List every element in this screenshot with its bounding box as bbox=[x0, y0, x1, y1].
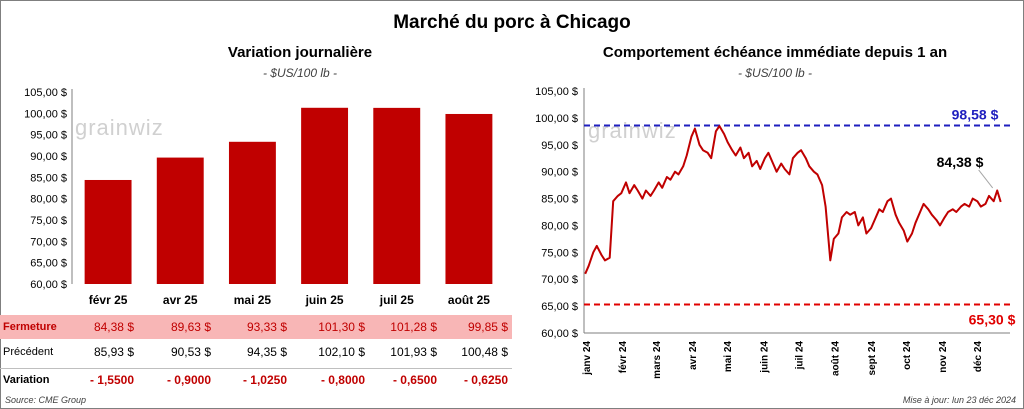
x-tick-label: mars 24 bbox=[652, 341, 663, 379]
table-cell: 101,30 $ bbox=[318, 320, 365, 334]
table-cell: 93,33 $ bbox=[246, 320, 287, 334]
bar-chart: 60,00 $ 65,00 $ 70,00 $ 75,00 $ 80,00 $ 85,00… bbox=[24, 87, 493, 307]
watermark-right: grainwiz bbox=[588, 118, 677, 143]
x-tick-label: mai 24 bbox=[723, 341, 734, 373]
x-tick-label: nov 24 bbox=[938, 341, 949, 373]
y-tick-label: 75,00 $ bbox=[30, 215, 67, 227]
bar bbox=[301, 107, 349, 284]
x-tick-label: févr 24 bbox=[618, 341, 629, 374]
bar bbox=[84, 179, 132, 284]
y-tick-label: 85,00 $ bbox=[541, 194, 578, 206]
y-tick-label: 75,00 $ bbox=[541, 247, 578, 259]
row-label-fermeture: Fermeture bbox=[3, 321, 57, 333]
x-tick-label: juin 25 bbox=[305, 293, 344, 307]
bar bbox=[156, 157, 204, 284]
y-tick-label: 60,00 $ bbox=[30, 279, 67, 291]
y-tick-label: 70,00 $ bbox=[30, 236, 67, 248]
table-cell: 90,53 $ bbox=[170, 345, 211, 359]
source-note: Source: CME Group bbox=[5, 395, 87, 405]
x-tick-label: juil 25 bbox=[379, 293, 414, 307]
update-note: Mise à jour: lun 23 déc 2024 bbox=[902, 395, 1016, 405]
table-cell: 85,93 $ bbox=[93, 345, 134, 359]
line-chart-title: Comportement échéance immédiate depuis 1… bbox=[602, 44, 948, 61]
page-title: Marché du porc à Chicago bbox=[393, 12, 631, 33]
y-tick-label: 65,00 $ bbox=[30, 258, 67, 270]
y-tick-label: 105,00 $ bbox=[535, 86, 578, 98]
y-tick-label: 80,00 $ bbox=[541, 220, 578, 232]
table-cell: 102,10 $ bbox=[318, 345, 365, 359]
table-cell: 84,38 $ bbox=[93, 320, 134, 334]
x-tick-label: juin 24 bbox=[759, 341, 770, 374]
x-tick-label: oct 24 bbox=[902, 341, 913, 370]
table-cell: 100,48 $ bbox=[461, 345, 508, 359]
table-cell: - 1,0250 bbox=[242, 373, 287, 387]
bar-chart-subtitle: - $US/100 lb - bbox=[262, 66, 338, 80]
y-tick-label: 100,00 $ bbox=[535, 113, 578, 125]
y-tick-label: 95,00 $ bbox=[541, 140, 578, 152]
price-series-line bbox=[584, 125, 1002, 275]
x-tick-label: juil 24 bbox=[794, 341, 805, 371]
table-cell: - 0,8000 bbox=[320, 373, 365, 387]
table-cell: 101,93 $ bbox=[390, 345, 437, 359]
table-cell: - 0,9000 bbox=[166, 373, 211, 387]
y-tick-label: 85,00 $ bbox=[30, 172, 67, 184]
table-cell: 101,28 $ bbox=[390, 320, 437, 334]
x-tick-label: mai 25 bbox=[234, 293, 272, 307]
watermark-left: grainwiz bbox=[75, 115, 164, 140]
x-tick-label: avr 25 bbox=[163, 293, 198, 307]
x-tick-label: sept 24 bbox=[867, 341, 878, 376]
table-row-precedent: Précédent 85,93 $ 90,53 $ 94,35 $ 102,10… bbox=[0, 340, 512, 364]
table-cell: - 0,6500 bbox=[392, 373, 437, 387]
line-chart-subtitle: - $US/100 lb - bbox=[737, 66, 813, 80]
y-tick-label: 90,00 $ bbox=[541, 167, 578, 179]
x-tick-label: avr 24 bbox=[688, 341, 699, 370]
row-label-variation: Variation bbox=[3, 374, 50, 386]
x-tick-label: août 24 bbox=[831, 341, 842, 376]
last-value-label: 84,38 $ bbox=[937, 154, 984, 170]
table-cell: 94,35 $ bbox=[246, 345, 287, 359]
bar bbox=[445, 113, 493, 285]
row-label-precedent: Précédent bbox=[3, 346, 54, 358]
high-label: 98,58 $ bbox=[952, 107, 999, 123]
x-tick-label: déc 24 bbox=[973, 341, 984, 373]
x-tick-label: févr 25 bbox=[89, 293, 128, 307]
table-cell: - 1,5500 bbox=[89, 373, 134, 387]
x-tick-label: janv 24 bbox=[582, 341, 593, 376]
x-tick-label: août 25 bbox=[448, 293, 490, 307]
table-cell: 99,85 $ bbox=[467, 320, 508, 334]
table-divider bbox=[0, 368, 512, 369]
y-tick-label: 95,00 $ bbox=[30, 130, 67, 142]
y-tick-label: 80,00 $ bbox=[30, 194, 67, 206]
bar bbox=[228, 141, 276, 284]
y-tick-label: 70,00 $ bbox=[541, 274, 578, 286]
y-tick-label: 100,00 $ bbox=[24, 108, 67, 120]
low-label: 65,30 $ bbox=[969, 311, 1016, 327]
y-tick-label: 105,00 $ bbox=[24, 87, 67, 99]
y-tick-label: 60,00 $ bbox=[541, 328, 578, 340]
table-cell: - 0,6250 bbox=[463, 373, 508, 387]
y-tick-label: 65,00 $ bbox=[541, 301, 578, 313]
y-tick-label: 90,00 $ bbox=[30, 151, 67, 163]
table-row-fermeture: Fermeture 84,38 $ 89,63 $ 93,33 $ 101,30… bbox=[0, 315, 512, 339]
bar bbox=[373, 107, 421, 284]
bar-chart-title: Variation journalière bbox=[227, 44, 373, 61]
last-value-leader bbox=[978, 169, 994, 189]
table-row-variation: Variation - 1,5500 - 0,9000 - 1,0250 - 0… bbox=[0, 368, 512, 392]
table-cell: 89,63 $ bbox=[170, 320, 211, 334]
